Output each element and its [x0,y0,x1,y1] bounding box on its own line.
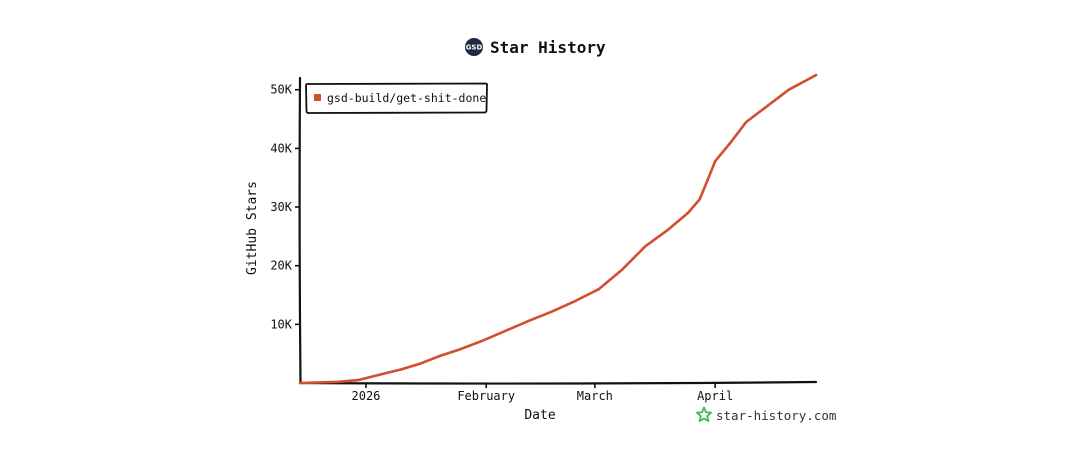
y-tick-label: 10K [270,317,292,331]
data-point [698,198,701,201]
data-point [457,348,461,351]
x-tick-label: March [577,389,613,403]
watermark-text: star-history.com [716,408,836,423]
legend-swatch [314,94,321,101]
data-point [504,329,507,332]
x-tick-label: 2026 [352,389,381,403]
data-point [481,339,484,342]
x-tick-label: February [457,389,515,403]
data-point [419,362,422,365]
data-point [644,245,647,248]
data-point [298,381,302,385]
series-line [298,73,818,385]
data-point [729,141,732,144]
data-point [713,160,717,163]
data-point [337,380,340,383]
y-tick-label: 50K [270,83,292,97]
ticks-layer: 10K 20K 30K 40K 50K 2026 February March April [270,83,733,403]
data-point [438,354,441,358]
data-point [764,106,767,109]
data-point [706,179,709,182]
y-tick-label: 30K [270,200,292,214]
watermark[interactable]: star-history.com [695,406,837,424]
gsd-logo-icon [465,38,483,56]
data-point [620,268,624,271]
data-point [745,120,748,124]
data-point [787,88,790,91]
data-point [527,319,531,322]
data-point [357,378,360,382]
chart-header: GSD Star History [465,38,606,57]
data-point [814,73,818,77]
legend-label: gsd-build/get-shit-done [327,91,486,105]
logo-text: GSD [466,44,483,52]
data-point [686,211,690,215]
data-point [318,381,321,384]
data-point [667,228,670,231]
series-layer [298,73,818,385]
y-axis-line [298,76,302,385]
x-axis-label: Date [524,408,555,423]
y-tick-label: 40K [270,141,292,155]
star-icon [695,406,713,422]
data-point [380,373,383,376]
legend-box [305,82,489,114]
data-point [597,288,600,291]
x-axis-line [298,380,818,385]
data-point [551,310,554,313]
y-axis-label: GitHub Stars [245,181,260,275]
y-tick-label: 20K [270,259,292,273]
data-point [574,299,577,303]
chart-title: Star History [490,38,606,57]
data-point [399,368,403,371]
legend: gsd-build/get-shit-done [305,82,489,114]
x-tick-label: April [697,389,733,403]
